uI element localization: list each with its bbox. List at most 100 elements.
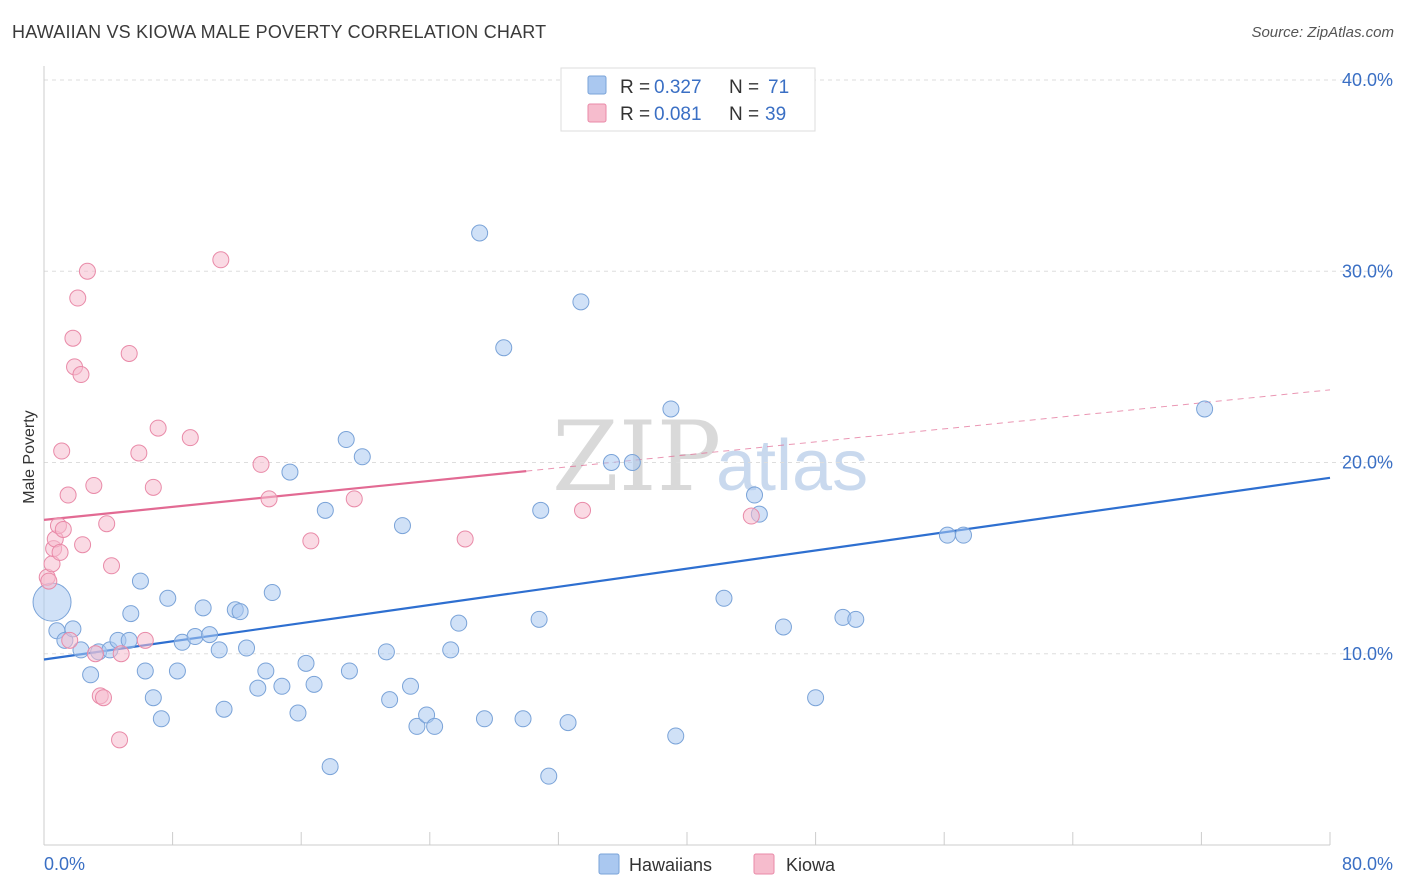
trend-lines [43, 389, 1331, 661]
data-point-hawaiians [514, 710, 532, 728]
data-point-hawaiians [144, 689, 162, 707]
bottom-legend-label-hawaiians: Hawaiians [629, 855, 712, 875]
data-point-kiowa [120, 344, 138, 362]
data-point-hawaiians [495, 339, 513, 357]
data-point-hawaiians [215, 700, 233, 718]
data-point-hawaiians [426, 717, 444, 735]
data-point-hawaiians [1196, 400, 1214, 418]
data-point-hawaiians [667, 727, 685, 745]
legend-n-value-hawaiians: 71 [768, 77, 789, 98]
data-point-hawaiians [152, 710, 170, 728]
trend-line-dashed-kiowa [526, 389, 1331, 472]
data-point-hawaiians [623, 454, 641, 471]
data-point-kiowa [64, 329, 82, 347]
data-point-hawaiians [82, 666, 100, 684]
data-point-hawaiians [954, 526, 972, 544]
data-point-hawaiians [530, 610, 548, 628]
data-point-hawaiians [475, 710, 493, 728]
data-point-hawaiians [746, 486, 764, 504]
data-point-kiowa [53, 442, 71, 460]
data-point-hawaiians [305, 675, 323, 693]
data-point-kiowa [103, 557, 121, 575]
data-point-hawaiians [316, 501, 334, 519]
data-point-hawaiians [353, 448, 371, 466]
data-point-kiowa [136, 631, 154, 649]
data-point-kiowa [742, 507, 760, 525]
data-point-hawaiians [381, 691, 399, 709]
data-point-hawaiians [402, 677, 420, 695]
data-point-hawaiians [159, 589, 177, 607]
chart-source: Source: ZipAtlas.com [1251, 24, 1394, 41]
legend-n-label-hawaiians: N = [729, 77, 759, 98]
data-point-hawaiians [540, 767, 558, 785]
data-point-kiowa [85, 476, 103, 494]
data-point-kiowa [130, 444, 148, 462]
data-point-kiowa [69, 289, 87, 307]
bottom-legend: Hawaiians Kiowa [598, 853, 836, 875]
data-point-hawaiians [122, 605, 140, 623]
data-point-kiowa [40, 572, 58, 590]
data-point-kiowa [574, 501, 592, 519]
chart-title: HAWAIIAN VS KIOWA MALE POVERTY CORRELATI… [12, 22, 547, 42]
x-tick-label: 0.0% [44, 854, 85, 874]
legend-r-label-hawaiians: R = [620, 77, 650, 98]
data-point-hawaiians [238, 639, 256, 657]
data-point-kiowa [59, 486, 77, 504]
y-axis-label: Male Poverty [21, 410, 38, 503]
bottom-legend-swatch-kiowa [753, 853, 775, 875]
data-point-hawaiians [273, 677, 291, 695]
data-point-hawaiians [715, 589, 733, 607]
data-point-kiowa [86, 645, 104, 663]
bottom-legend-swatch-hawaiians [598, 853, 620, 875]
data-point-hawaiians [201, 626, 219, 644]
y-tick-label: 10.0% [1342, 644, 1393, 664]
data-point-hawaiians [559, 714, 577, 732]
data-point-hawaiians [186, 628, 204, 646]
trend-line-kiowa [43, 470, 527, 521]
data-point-hawaiians [131, 572, 149, 590]
trend-line-hawaiians [43, 476, 1331, 661]
data-point-hawaiians [471, 224, 489, 242]
data-point-hawaiians [297, 654, 315, 672]
data-point-hawaiians [938, 526, 956, 544]
legend-r-value-hawaiians: 0.327 [654, 77, 702, 98]
axes [43, 66, 1331, 846]
data-point-hawaiians [231, 603, 249, 621]
data-point-hawaiians [337, 431, 355, 449]
data-point-hawaiians [442, 641, 460, 659]
data-point-kiowa [144, 478, 162, 496]
data-point-hawaiians [847, 610, 865, 628]
data-point-kiowa [260, 490, 278, 508]
data-point-hawaiians [532, 501, 550, 519]
y-tick-label: 30.0% [1342, 261, 1393, 281]
data-point-hawaiians [393, 517, 411, 535]
data-point-hawaiians [194, 599, 212, 617]
grid [44, 79, 1392, 655]
data-point-kiowa [302, 532, 320, 550]
data-point-kiowa [61, 631, 79, 649]
data-point-hawaiians [450, 614, 468, 632]
data-point-hawaiians [408, 717, 426, 735]
legend-r-value-kiowa: 0.081 [654, 104, 702, 125]
data-points [32, 224, 1214, 785]
data-point-hawaiians [168, 662, 186, 680]
data-point-kiowa [94, 689, 112, 707]
data-point-kiowa [181, 429, 199, 447]
data-point-hawaiians [377, 643, 395, 661]
legend: R = 0.327 N = 71 R = 0.081 N = 39 [560, 67, 816, 132]
data-point-hawaiians [602, 454, 620, 471]
x-tick-label: 80.0% [1342, 854, 1393, 874]
legend-n-label-kiowa: N = [729, 104, 759, 125]
data-point-hawaiians [210, 641, 228, 659]
legend-r-label-kiowa: R = [620, 104, 650, 125]
data-point-hawaiians [340, 662, 358, 680]
data-point-hawaiians [572, 293, 590, 311]
watermark: ZIP atlas [552, 401, 868, 513]
data-point-hawaiians [321, 758, 339, 776]
data-point-kiowa [345, 490, 363, 508]
data-point-hawaiians [249, 679, 267, 697]
data-point-kiowa [54, 520, 72, 538]
data-point-kiowa [78, 262, 96, 280]
data-point-kiowa [98, 515, 116, 533]
data-point-hawaiians [136, 662, 154, 680]
